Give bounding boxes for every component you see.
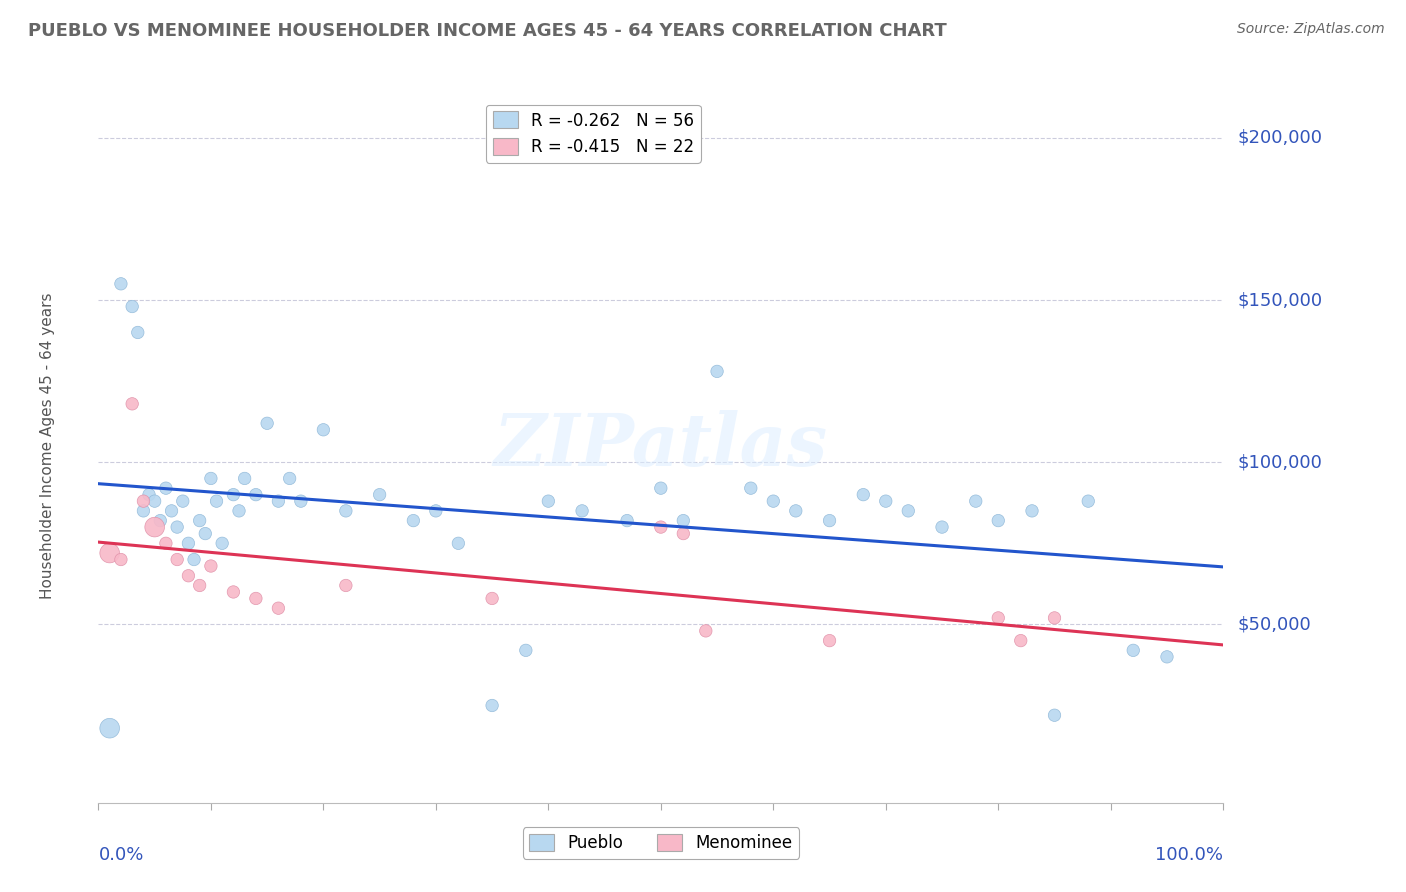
Point	[875, 494, 897, 508]
Point	[194, 526, 217, 541]
Point	[897, 504, 920, 518]
Point	[155, 536, 177, 550]
Point	[177, 536, 200, 550]
Point	[818, 514, 841, 528]
Point	[695, 624, 717, 638]
Point	[515, 643, 537, 657]
Text: 100.0%: 100.0%	[1156, 846, 1223, 863]
Point	[987, 514, 1010, 528]
Point	[481, 698, 503, 713]
Point	[931, 520, 953, 534]
Point	[650, 481, 672, 495]
Point	[200, 471, 222, 485]
Point	[1021, 504, 1043, 518]
Point	[1156, 649, 1178, 664]
Point	[110, 277, 132, 291]
Point	[121, 397, 143, 411]
Point	[222, 585, 245, 599]
Point	[267, 601, 290, 615]
Point	[1122, 643, 1144, 657]
Text: Source: ZipAtlas.com: Source: ZipAtlas.com	[1237, 22, 1385, 37]
Legend: Pueblo, Menominee: Pueblo, Menominee	[523, 827, 799, 859]
Point	[228, 504, 250, 518]
Point	[211, 536, 233, 550]
Point	[965, 494, 987, 508]
Point	[245, 488, 267, 502]
Point	[1077, 494, 1099, 508]
Point	[166, 552, 188, 566]
Point	[1043, 611, 1066, 625]
Point	[132, 494, 155, 508]
Point	[172, 494, 194, 508]
Text: $150,000: $150,000	[1237, 291, 1322, 309]
Point	[200, 559, 222, 574]
Point	[818, 633, 841, 648]
Text: $200,000: $200,000	[1237, 128, 1322, 147]
Point	[987, 611, 1010, 625]
Text: 0.0%: 0.0%	[98, 846, 143, 863]
Point	[138, 488, 160, 502]
Text: $100,000: $100,000	[1237, 453, 1322, 471]
Point	[447, 536, 470, 550]
Point	[290, 494, 312, 508]
Point	[143, 520, 166, 534]
Point	[852, 488, 875, 502]
Point	[98, 721, 121, 735]
Text: PUEBLO VS MENOMINEE HOUSEHOLDER INCOME AGES 45 - 64 YEARS CORRELATION CHART: PUEBLO VS MENOMINEE HOUSEHOLDER INCOME A…	[28, 22, 946, 40]
Point	[672, 514, 695, 528]
Point	[740, 481, 762, 495]
Point	[1043, 708, 1066, 723]
Point	[121, 300, 143, 314]
Point	[762, 494, 785, 508]
Point	[245, 591, 267, 606]
Point	[166, 520, 188, 534]
Point	[335, 578, 357, 592]
Point	[537, 494, 560, 508]
Point	[402, 514, 425, 528]
Point	[278, 471, 301, 485]
Point	[481, 591, 503, 606]
Point	[110, 552, 132, 566]
Point	[425, 504, 447, 518]
Point	[650, 520, 672, 534]
Point	[149, 514, 172, 528]
Text: ZIPatlas: ZIPatlas	[494, 410, 828, 482]
Point	[706, 364, 728, 378]
Point	[616, 514, 638, 528]
Point	[571, 504, 593, 518]
Point	[335, 504, 357, 518]
Point	[132, 504, 155, 518]
Text: Householder Income Ages 45 - 64 years: Householder Income Ages 45 - 64 years	[41, 293, 55, 599]
Point	[267, 494, 290, 508]
Point	[222, 488, 245, 502]
Point	[188, 514, 211, 528]
Point	[160, 504, 183, 518]
Point	[312, 423, 335, 437]
Text: $50,000: $50,000	[1237, 615, 1310, 633]
Point	[127, 326, 149, 340]
Point	[183, 552, 205, 566]
Point	[98, 546, 121, 560]
Point	[785, 504, 807, 518]
Point	[155, 481, 177, 495]
Point	[672, 526, 695, 541]
Point	[368, 488, 391, 502]
Point	[177, 568, 200, 582]
Point	[143, 494, 166, 508]
Point	[205, 494, 228, 508]
Point	[256, 417, 278, 431]
Point	[233, 471, 256, 485]
Point	[188, 578, 211, 592]
Point	[1010, 633, 1032, 648]
